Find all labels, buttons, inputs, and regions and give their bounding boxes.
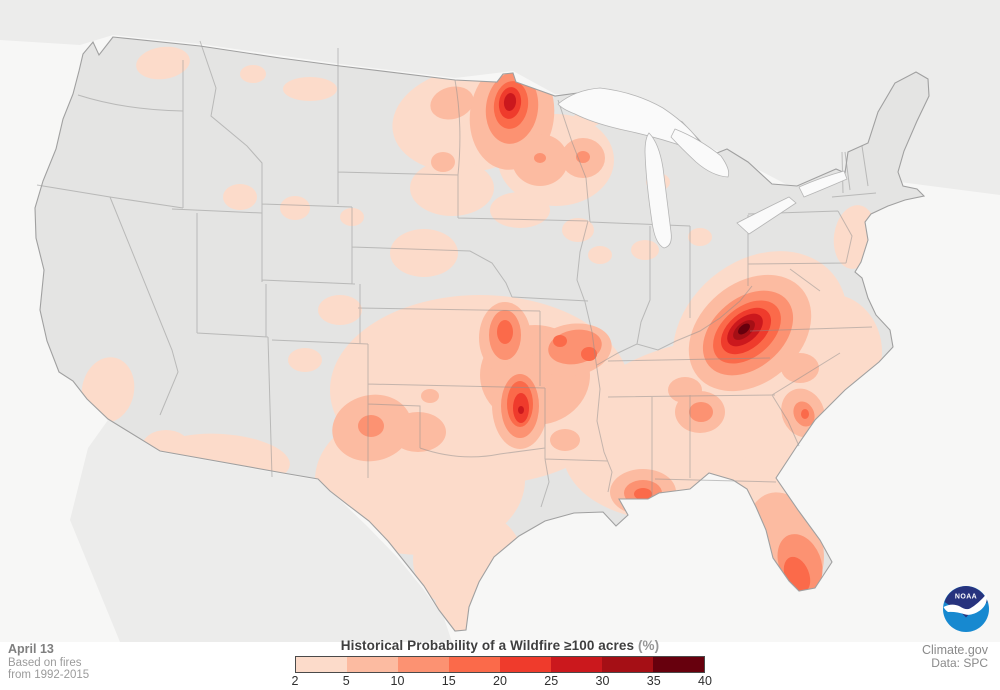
noaa-logo: NOAA [943,586,989,632]
contour-band-15-20 [581,347,597,361]
lake-erie [736,196,797,235]
lake-huron [670,128,730,178]
contour-band-10-15 [358,415,384,437]
contour-band-10-15 [689,402,713,422]
legend-tick-15: 15 [441,674,456,688]
contour-band-10-15 [534,153,546,163]
color-legend: Historical Probability of a Wildfire ≥10… [291,638,712,688]
contour-band-2-5 [390,229,458,277]
legend-segment-35-40 [653,657,704,672]
contour-band-5-10 [430,86,474,120]
contour-band-15-20 [801,409,809,419]
legend-color-bar [295,656,705,673]
based-on-line2: from 1992-2015 [8,669,90,682]
contour-band-15-20 [497,320,513,344]
date-attribution-block: April 13 Based on fires from 1992-2015 [8,642,90,682]
credits-block: Climate.gov Data: SPC [922,643,988,671]
legend-segment-25-30 [551,657,602,672]
contour-band-5-10 [781,353,819,383]
us-wildfire-probability-map [0,0,1000,642]
legend-segment-2-5 [296,657,347,672]
legend-segment-20-25 [500,657,551,672]
legend-tick-10: 10 [390,674,405,688]
contour-band-2-5 [280,196,310,220]
legend-tick-2: 2 [291,674,299,688]
contour-band-5-10 [550,429,580,451]
contour-band-5-10 [431,152,455,172]
contour-band-25-30 [503,93,517,111]
contour-band-2-5 [588,246,612,264]
great-lakes [557,87,848,249]
contour-band-2-5 [631,240,659,260]
legend-tick-30: 30 [595,674,610,688]
legend-segment-5-10 [347,657,398,672]
credit-site: Climate.gov [922,643,988,657]
lake-ontario [798,170,848,198]
state-borders [36,40,877,508]
map-footer: April 13 Based on fires from 1992-2015 H… [0,638,1000,690]
contour-band-2-5 [136,46,190,80]
contour-band-2-5 [562,218,594,242]
legend-title-unit: (%) [637,638,660,653]
contour-band-2-5 [688,228,712,246]
contour-band-5-10 [668,377,702,403]
mexico-landmass [70,420,452,642]
legend-tick-40: 40 [698,674,712,688]
contour-band-2-5 [318,295,362,325]
legend-segment-15-20 [449,657,500,672]
contour-band-15-20 [553,335,567,347]
contour-band-2-5 [240,65,266,83]
contour-band-25-30 [518,406,524,414]
legend-title: Historical Probability of a Wildfire ≥10… [295,638,705,653]
legend-tick-labels: 2 5 10 15 20 25 30 35 40 [291,674,712,688]
contour-band-5-10 [390,412,446,452]
contour-band-35-40 [738,323,750,335]
legend-tick-35: 35 [646,674,661,688]
noaa-logo-text: NOAA [955,594,977,601]
legend-segment-30-35 [602,657,653,672]
contour-band-2-5 [223,184,257,210]
legend-title-main: Historical Probability of a Wildfire ≥10… [340,638,635,653]
legend-tick-5: 5 [342,674,350,688]
legend-tick-20: 20 [493,674,507,688]
based-on-line1: Based on fires [8,657,82,670]
legend-segment-10-15 [398,657,449,672]
credit-data-source: Data: SPC [931,656,988,671]
contour-band-2-5 [283,77,337,101]
contour-band-2-5 [490,192,550,228]
contour-band-2-5 [288,348,322,372]
contour-band-5-10 [421,389,439,403]
canada-landmass [0,0,1000,195]
contour-band-15-20 [634,488,652,500]
lake-michigan [644,132,672,249]
legend-tick-25: 25 [544,674,559,688]
date-label: April 13 [8,642,54,656]
